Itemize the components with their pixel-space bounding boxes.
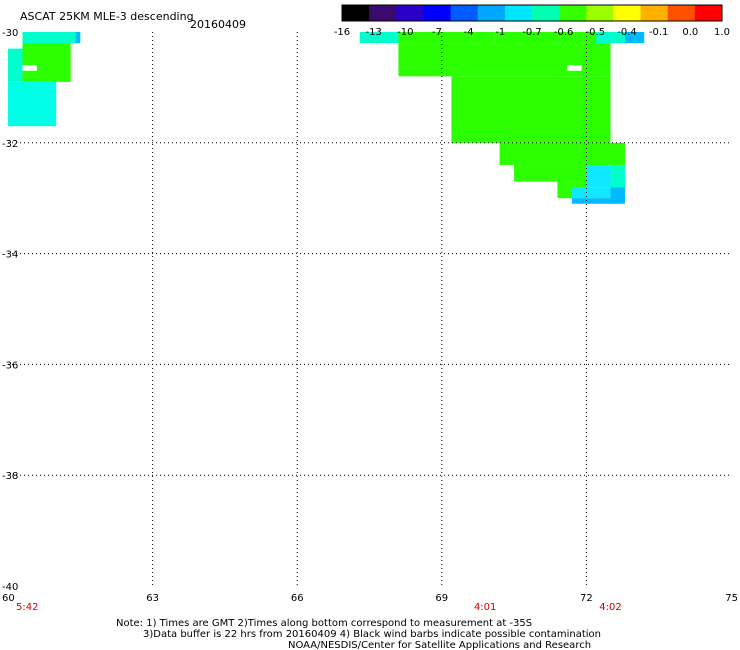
- y-tick-label: -40: [2, 582, 18, 593]
- y-tick-label: -36: [2, 360, 18, 371]
- data-cell: [398, 43, 611, 77]
- colorbar: -16 -13 -10 -7 -4 -1 -0.7 -0.6 -0.5 -0.4 -0.1 0.0 1.…: [334, 4, 730, 38]
- grid-lines: [8, 32, 731, 586]
- data-cell: [624, 32, 645, 44]
- colorbar-swatch: [369, 5, 397, 21]
- x-tick-label: 60: [2, 593, 15, 604]
- data-cell: [75, 32, 81, 44]
- data-cell: [586, 164, 611, 188]
- data-cell: [571, 198, 611, 204]
- data-cell: [22, 32, 76, 44]
- x-tick-label: 72: [580, 593, 593, 604]
- colorbar-label: -0.5: [586, 27, 606, 38]
- y-tick-label: -30: [2, 28, 18, 39]
- data-cell: [494, 32, 625, 44]
- x-tick-label: 63: [146, 593, 159, 604]
- data-cell: [499, 142, 625, 165]
- x-tick-label: 66: [291, 593, 304, 604]
- time-label: 4:02: [599, 602, 621, 613]
- note-line-1: Note: 1) Times are GMT 2)Times along bot…: [116, 618, 532, 629]
- data-cell: [359, 32, 399, 44]
- data-cell: [8, 81, 57, 127]
- colorbar-swatch: [694, 5, 723, 21]
- colorbar-swatch: [667, 5, 696, 21]
- axes: 60 63 66 69 72 75 -30 -32 -34 -36 -38 -40 5:42 4:01 4:…: [2, 28, 738, 613]
- data-cell: [514, 164, 587, 182]
- colorbar-swatch: [396, 5, 424, 21]
- colorbar-swatch: [532, 5, 560, 21]
- x-tick-label: 69: [435, 593, 448, 604]
- data-cells: [8, 32, 645, 204]
- data-gap: [22, 65, 37, 71]
- data-cell: [610, 164, 625, 188]
- colorbar-label: -0.7: [522, 27, 542, 38]
- colorbar-label: -0.1: [649, 27, 669, 38]
- data-gap: [567, 65, 582, 71]
- data-cell: [359, 32, 495, 44]
- y-tick-label: -32: [2, 139, 18, 150]
- colorbar-label: -16: [334, 27, 350, 38]
- data-cell: [451, 76, 611, 143]
- data-cell: [8, 48, 23, 82]
- colorbar-label: 1.0: [714, 27, 730, 38]
- colorbar-swatch: [586, 5, 614, 21]
- colorbar-swatch: [342, 5, 370, 21]
- colorbar-label: -10: [397, 27, 413, 38]
- colorbar-swatch: [423, 5, 452, 21]
- time-label: 5:42: [16, 602, 38, 613]
- data-cell: [610, 187, 625, 204]
- y-tick-label: -38: [2, 471, 18, 482]
- colorbar-swatch: [477, 5, 506, 21]
- colorbar-label: -0.6: [554, 27, 574, 38]
- data-cell: [571, 187, 611, 199]
- colorbar-label: -1: [495, 27, 505, 38]
- colorbar-swatch: [504, 5, 533, 21]
- time-label: 4:01: [474, 602, 496, 613]
- data-cell: [22, 43, 71, 82]
- chart-date: 20160409: [190, 18, 246, 31]
- colorbar-swatch: [559, 5, 587, 21]
- note-line-2: 3)Data buffer is 22 hrs from 20160409 4)…: [143, 629, 601, 640]
- colorbar-label: -0.4: [617, 27, 637, 38]
- colorbar-label: 0.0: [682, 27, 698, 38]
- colorbar-swatch: [450, 5, 479, 21]
- data-cell: [596, 32, 625, 44]
- note-line-3: NOAA/NESDIS/Center for Satellite Applica…: [288, 640, 591, 650]
- colorbar-frame: [341, 4, 723, 22]
- y-tick-label: -34: [2, 250, 18, 261]
- colorbar-label: -4: [464, 27, 474, 38]
- colorbar-swatch: [640, 5, 669, 21]
- chart-title: ASCAT 25KM MLE-3 descending: [20, 10, 194, 23]
- x-tick-label: 75: [725, 593, 738, 604]
- colorbar-label: -13: [365, 27, 381, 38]
- colorbar-label: -7: [432, 27, 442, 38]
- colorbar-swatch: [613, 5, 642, 21]
